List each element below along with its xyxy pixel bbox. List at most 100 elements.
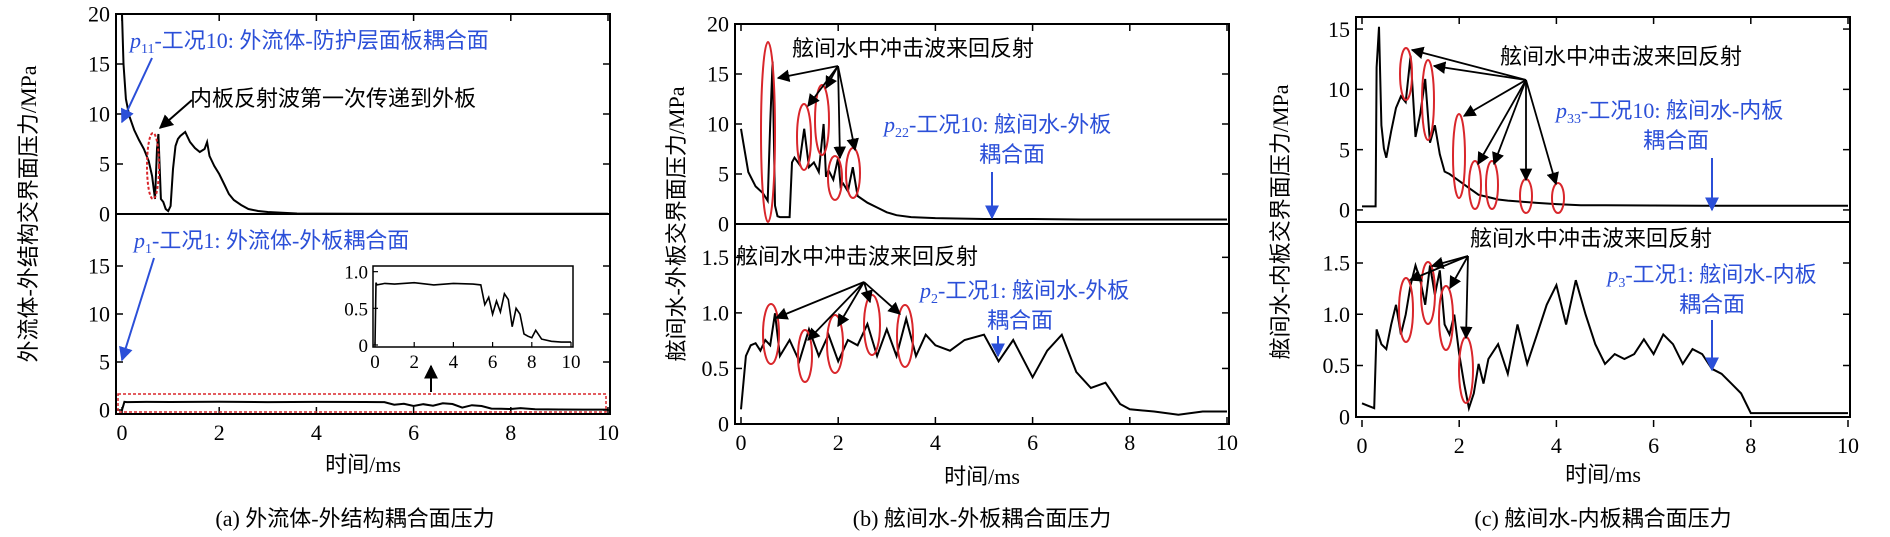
chart-b-top-annotation-arrow [833,65,847,160]
x-tick-label: 0 [736,430,747,455]
chart-b-x-axis: 0 2 4 6 8 10 [736,24,1238,455]
y-tick-label: 1.0 [1323,302,1351,327]
chart-a-top-label: p11-工况10: 外流体-防护层面板耦合面 [128,28,489,57]
chart-b-top-label-line2: 耦合面 [979,142,1045,167]
chart-c-top-annotation-arrow [1410,46,1527,81]
x-tick-label: 8 [1124,430,1135,455]
chart-c-top-annotation-arrows [1410,46,1559,186]
chart-b-bottom-highlight [896,304,914,368]
y-tick-label: 0.5 [702,356,730,381]
chart-a-inset-frame [372,265,574,348]
inset-y-tick-label: 1.0 [344,263,368,284]
chart-c-top-highlight [1485,160,1499,210]
chart-b-bottom-annotation-arrow [774,281,865,320]
chart-a-inset-series-line [374,281,571,346]
chart-c-bottom-annotation-arrow [1430,255,1469,270]
inset-x-tick-label: 10 [562,352,581,373]
chart-a-bottom-label-arrow [119,257,155,362]
chart-c-caption: (c) 舷间水-内板耦合面压力 [1474,506,1731,531]
chart-a-top-axes: 0 5 10 15 20 [88,2,610,227]
x-tick-label: 8 [1745,433,1756,458]
y-tick-label: 15 [88,52,110,77]
x-tick-label: 10 [597,420,619,445]
chart-c-bottom-annotation: 舷间水中冲击波来回反射 [1470,226,1712,251]
chart-a-caption: (a) 外流体-外结构耦合面压力 [215,506,494,531]
chart-c-bottom-label-line2: 耦合面 [1679,292,1745,317]
chart-a-top-label-arrow [121,57,153,124]
x-tick-label: 4 [311,420,322,445]
chart-c-top-annotation: 舷间水中冲击波来回反射 [1500,44,1742,69]
x-tick-label: 10 [1216,430,1238,455]
x-tick-label: 2 [1454,433,1465,458]
chart-c-bottom-annotation-arrow [1449,255,1469,290]
chart-c-bottom-label: p3-工况1: 舷间水-内板 [1605,262,1816,291]
chart-c-bottom-highlight [1398,277,1414,343]
chart-b-top-highlights [760,41,861,223]
chart-b-top-label: p22-工况10: 舷间水-外板 [882,112,1111,141]
chart-b: 0 5 10 15 20 0 0.5 1.0 1.5 0 2 4 6 8 10 舷间水中冲击波来回反射 [664,12,1238,531]
inset-x-tick-label: 0 [370,352,380,373]
chart-a-highlight-ellipse [146,132,160,200]
chart-c-top-highlight [1468,160,1482,210]
y-tick-label: 5 [1339,137,1350,162]
chart-a-top-annotation: 内板反射波第一次传递到外板 [190,86,476,111]
chart-b-top-series-line [740,61,1227,221]
chart-c-bottom-highlight [1420,261,1436,325]
chart-c-bottom-highlights [1398,261,1474,404]
chart-c-ylabel: 舷间水-内板交界面压力/MPa [1268,84,1293,359]
chart-c-top-annotation-arrow [1477,79,1527,166]
chart-a-bottom-label: p1-工况1: 外流体-外板耦合面 [132,228,409,257]
chart-b-bottom-highlight [826,314,844,374]
chart-b-bottom-label-line2: 耦合面 [987,308,1053,333]
chart-a-top-annotation-arrow [158,99,193,129]
chart-b-bottom-annotation: 舷间水中冲击波来回反射 [736,244,978,269]
y-tick-label: 15 [88,254,110,279]
chart-a-ylabel: 外流体-外结构交界面压力/MPa [16,65,41,362]
chart-c-top-highlight [1399,47,1413,101]
chart-a-inset: 0 0.5 1.0 0 2 4 6 8 10 [344,263,581,392]
chart-b-bottom-label: p2-工况1: 舷间水-外板 [918,278,1129,307]
x-tick-label: 2 [214,420,225,445]
chart-c-top-highlight [1519,178,1533,214]
x-tick-label: 8 [505,420,516,445]
chart-c-top-highlight [1551,182,1565,214]
chart-c-top-annotation-arrow [1492,79,1527,166]
chart-b-top-axes: 0 5 10 15 20 [707,12,1229,237]
chart-b-top-highlight [760,41,776,223]
chart-c-top-highlight [1421,59,1435,141]
y-tick-label: 10 [88,302,110,327]
chart-c-top-label: p33-工况10: 舷间水-内板 [1554,98,1783,127]
chart-a-bottom-axes: 0 5 10 15 [88,254,610,423]
x-tick-label: 10 [1837,433,1859,458]
chart-b-bottom-annotation-arrow [837,281,865,328]
chart-a-top-series-line [121,13,608,215]
chart-a-inset-axes: 0 0.5 1.0 0 2 4 6 8 10 [344,263,580,373]
x-tick-label: 6 [1027,430,1038,455]
chart-b-top-highlight [796,103,812,171]
y-tick-label: 10 [1328,77,1350,102]
chart-b-bottom-axes: 0 0.5 1.0 1.5 [702,245,1229,437]
chart-c-bottom-axes: 0 0.5 1.0 1.5 [1323,251,1850,429]
y-tick-label: 1.5 [1323,251,1351,276]
inset-x-tick-label: 4 [449,352,459,373]
chart-c-frame [1355,16,1851,418]
y-tick-label: 15 [707,62,729,87]
chart-a-highlight-band [117,393,607,413]
chart-b-bottom-series-line [740,313,1227,416]
chart-b-top-annotation-arrow [776,65,839,82]
inset-x-tick-label: 8 [527,352,537,373]
x-tick-label: 6 [408,420,419,445]
chart-c-bottom-annotation-arrows [1408,255,1473,340]
chart-a-x-axis: 0 2 4 6 8 10 [117,14,619,445]
chart-b-bottom-annotation-arrow [807,281,865,341]
chart-b-top-highlight [814,84,830,156]
chart-c-bottom-highlight [1438,285,1454,351]
x-tick-label: 2 [833,430,844,455]
y-tick-label: 10 [707,112,729,137]
chart-c-xlabel: 时间/ms [1565,462,1641,487]
x-tick-label: 0 [1357,433,1368,458]
chart-c-top-label-line2: 耦合面 [1643,128,1709,153]
y-tick-label: 20 [88,2,110,27]
